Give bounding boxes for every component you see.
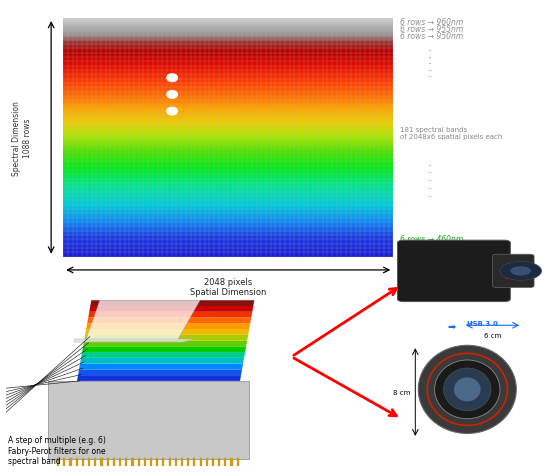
Polygon shape xyxy=(80,358,244,364)
Text: A step of multiple (e.g. 6)
Fabry-Perot filters for one
spectral band: A step of multiple (e.g. 6) Fabry-Perot … xyxy=(8,436,106,465)
Bar xyxy=(94,458,96,466)
Polygon shape xyxy=(89,307,254,312)
Text: .: . xyxy=(428,163,432,176)
Circle shape xyxy=(167,108,178,116)
Text: .: . xyxy=(428,61,432,74)
Circle shape xyxy=(434,360,500,419)
FancyBboxPatch shape xyxy=(48,381,249,459)
Polygon shape xyxy=(90,301,254,307)
Polygon shape xyxy=(78,369,242,376)
Text: .: . xyxy=(428,155,432,169)
Bar xyxy=(131,458,134,466)
Polygon shape xyxy=(81,352,245,358)
Bar xyxy=(88,458,90,466)
Bar xyxy=(236,458,239,466)
Polygon shape xyxy=(85,329,249,335)
Bar xyxy=(224,458,227,466)
Polygon shape xyxy=(82,347,246,352)
Polygon shape xyxy=(79,364,243,369)
Polygon shape xyxy=(77,376,241,381)
Text: 6 rows → 955nm: 6 rows → 955nm xyxy=(400,25,463,34)
Bar xyxy=(212,458,214,466)
Text: .: . xyxy=(428,186,432,199)
Text: ➡: ➡ xyxy=(447,321,455,330)
Text: 6 rows → 960nm: 6 rows → 960nm xyxy=(400,19,463,27)
Polygon shape xyxy=(86,301,200,341)
Polygon shape xyxy=(84,335,248,341)
FancyBboxPatch shape xyxy=(493,255,534,288)
Bar xyxy=(206,458,208,466)
Text: .: . xyxy=(428,54,432,67)
Polygon shape xyxy=(88,312,252,318)
Bar xyxy=(144,458,146,466)
Circle shape xyxy=(167,75,178,82)
Bar xyxy=(156,458,158,466)
Polygon shape xyxy=(86,324,250,329)
Text: 6 rows → 950nm: 6 rows → 950nm xyxy=(400,32,463,40)
Circle shape xyxy=(500,262,542,281)
Text: 6 cm: 6 cm xyxy=(484,332,501,338)
Polygon shape xyxy=(83,341,247,347)
Circle shape xyxy=(443,368,491,411)
Bar xyxy=(100,458,102,466)
Text: .: . xyxy=(428,41,432,54)
Bar xyxy=(181,458,183,466)
Bar xyxy=(193,458,195,466)
Text: USB 3.0: USB 3.0 xyxy=(468,320,498,326)
Bar xyxy=(113,458,115,466)
Bar xyxy=(57,458,59,466)
Bar xyxy=(69,458,72,466)
Bar xyxy=(82,458,84,466)
Bar xyxy=(175,458,177,466)
Text: 8 cm: 8 cm xyxy=(393,389,411,395)
Bar xyxy=(168,458,170,466)
Bar xyxy=(187,458,189,466)
Text: Spectral Dimension
1088 rows: Spectral Dimension 1088 rows xyxy=(12,101,32,175)
Text: .: . xyxy=(428,48,432,60)
Circle shape xyxy=(418,346,516,434)
Text: .: . xyxy=(428,67,432,80)
Bar xyxy=(75,458,78,466)
Bar xyxy=(107,458,109,466)
Bar xyxy=(162,458,164,466)
Bar xyxy=(230,458,233,466)
Text: 6 rows → 460nm: 6 rows → 460nm xyxy=(400,235,463,243)
Polygon shape xyxy=(74,339,194,342)
FancyBboxPatch shape xyxy=(398,241,510,302)
Polygon shape xyxy=(87,318,251,324)
Text: .: . xyxy=(428,178,432,191)
Circle shape xyxy=(454,377,481,402)
Text: 6 rows → 450nm: 6 rows → 450nm xyxy=(400,250,463,258)
Bar xyxy=(138,458,140,466)
Bar xyxy=(125,458,127,466)
Bar xyxy=(63,458,65,466)
Text: .: . xyxy=(428,171,432,184)
Bar xyxy=(506,275,527,279)
Bar xyxy=(150,458,152,466)
Circle shape xyxy=(510,267,531,276)
Text: 181 spectral bands
of 2048x6 spatial pixels each: 181 spectral bands of 2048x6 spatial pix… xyxy=(400,127,502,140)
Circle shape xyxy=(167,91,178,99)
Text: 2048 pixels
Spatial Dimension: 2048 pixels Spatial Dimension xyxy=(190,277,266,297)
Bar xyxy=(200,458,202,466)
Bar xyxy=(119,458,121,466)
Bar xyxy=(218,458,220,466)
Text: 6 rows → 455nm: 6 rows → 455nm xyxy=(400,242,463,251)
